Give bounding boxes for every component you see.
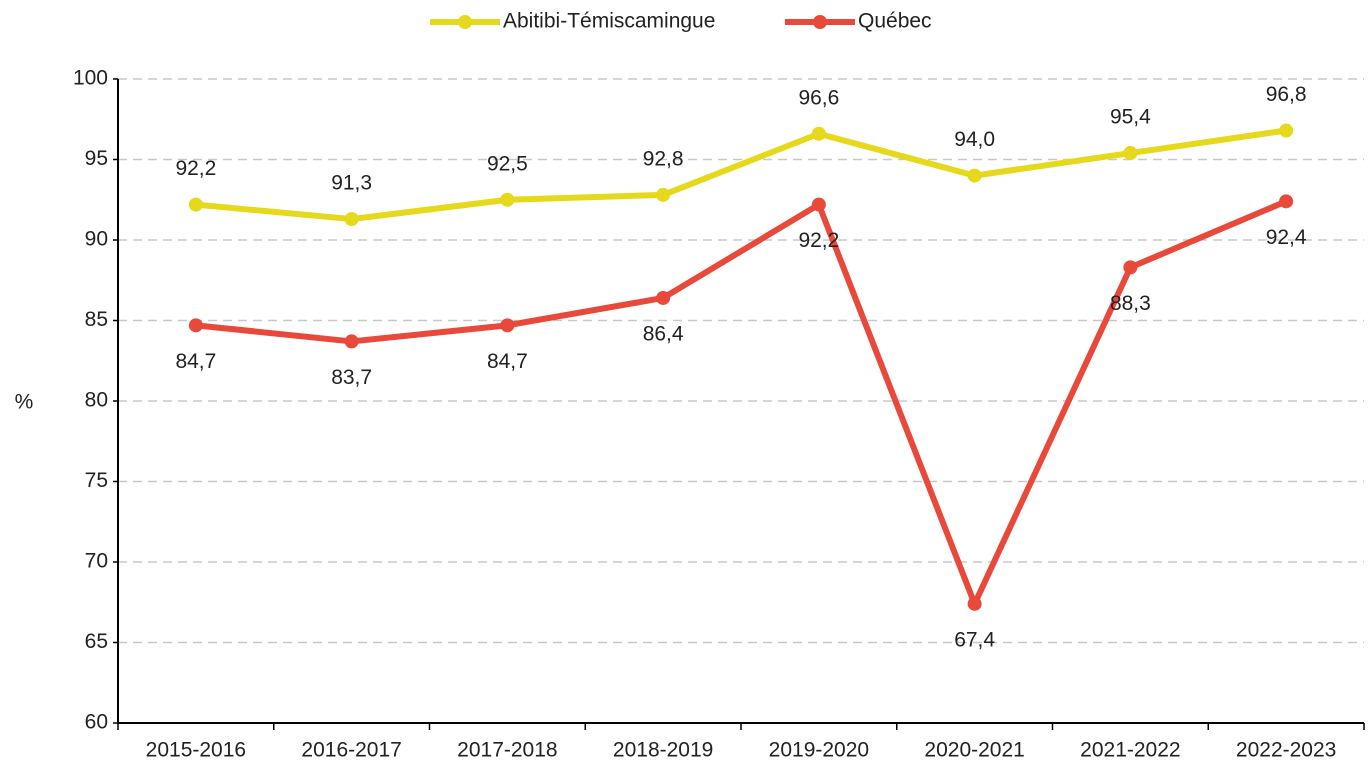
data-label: 92,5 (487, 152, 528, 175)
y-tick-label: 70 (85, 550, 108, 573)
x-tick-label: 2022-2023 (1236, 739, 1336, 762)
data-label: 92,2 (175, 157, 216, 180)
data-label: 88,3 (1110, 292, 1151, 315)
legend-label: Québec (858, 10, 932, 33)
y-tick-label: 65 (85, 630, 108, 653)
data-point (500, 192, 515, 207)
data-point (1123, 260, 1138, 275)
x-tick-label: 2018-2019 (613, 739, 713, 762)
data-label: 94,0 (954, 128, 995, 151)
data-label: 91,3 (331, 172, 372, 195)
data-label: 92,8 (643, 147, 684, 170)
data-point (656, 290, 671, 305)
legend-marker (813, 15, 827, 29)
data-point (967, 168, 982, 183)
data-label: 83,7 (331, 366, 372, 389)
legend-label: Abitibi-Témiscamingue (503, 10, 715, 33)
data-point (811, 197, 826, 212)
data-label: 92,4 (1266, 226, 1307, 249)
legend-marker (458, 15, 472, 29)
y-tick-label: 100 (73, 67, 108, 90)
x-tick-label: 2015-2016 (146, 739, 246, 762)
x-tick-label: 2017-2018 (457, 739, 557, 762)
y-tick-label: 75 (85, 469, 108, 492)
data-label: 96,6 (798, 86, 839, 109)
data-point (500, 318, 515, 333)
data-point (1279, 123, 1294, 138)
data-label: 67,4 (954, 628, 995, 651)
y-axis-label: % (15, 391, 34, 414)
data-point (188, 197, 203, 212)
data-point (811, 126, 826, 141)
data-point (656, 187, 671, 202)
data-label: 84,7 (487, 350, 528, 373)
y-tick-label: 80 (85, 389, 108, 412)
data-point (1279, 194, 1294, 209)
data-point (1123, 146, 1138, 161)
data-point (967, 596, 982, 611)
data-label: 84,7 (175, 350, 216, 373)
y-tick-label: 60 (85, 711, 108, 734)
y-tick-label: 95 (85, 147, 108, 170)
x-tick-label: 2021-2022 (1080, 739, 1180, 762)
series-line (195, 127, 1287, 223)
data-label: 92,2 (798, 229, 839, 252)
y-tick-label: 90 (85, 228, 108, 251)
y-tick-label: 85 (85, 308, 108, 331)
data-point (344, 212, 359, 227)
data-point (188, 318, 203, 333)
data-label: 86,4 (643, 323, 684, 346)
x-tick-label: 2016-2017 (301, 739, 401, 762)
x-tick-label: 2019-2020 (769, 739, 869, 762)
series-line (195, 198, 1288, 607)
data-label: 96,8 (1266, 83, 1307, 106)
x-tick-label: 2020-2021 (924, 739, 1024, 762)
data-point (344, 334, 359, 349)
data-label: 95,4 (1110, 106, 1151, 129)
